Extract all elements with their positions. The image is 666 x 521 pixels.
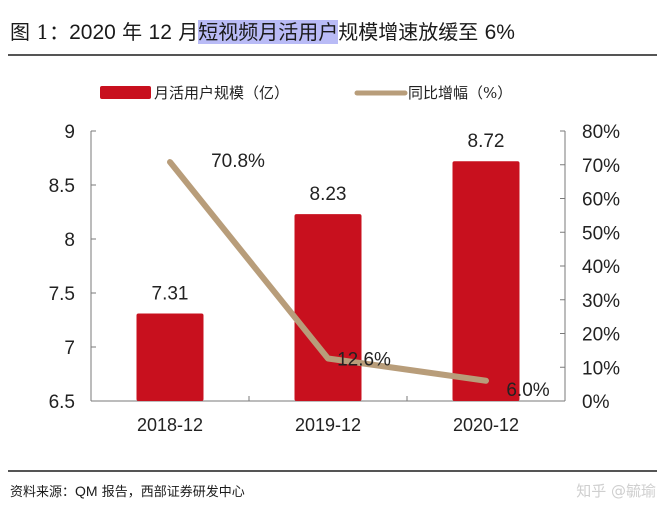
left-axis-tick-label: 7.5 bbox=[49, 284, 75, 305]
bar-value-label: 8.23 bbox=[310, 184, 347, 205]
title-rest: 规模增速放缓至 bbox=[338, 20, 485, 44]
left-axis-tick-label: 9 bbox=[64, 122, 75, 143]
right-axis-tick-label: 0% bbox=[582, 392, 610, 413]
source-note: 资料来源：QM 报告，西部证券研发中心 bbox=[10, 481, 245, 503]
source-latin: QM bbox=[75, 483, 98, 499]
title-nian: 年 bbox=[115, 20, 149, 44]
watermark: 知乎 @毓瑜 bbox=[576, 482, 656, 500]
bar-value-label: 8.72 bbox=[468, 131, 505, 152]
left-axis-tick-label: 8.5 bbox=[49, 176, 75, 197]
line-value-label: 12.6% bbox=[337, 349, 391, 370]
right-axis-tick-label: 60% bbox=[582, 190, 620, 211]
footer-divider bbox=[8, 470, 657, 472]
title-pct: 6% bbox=[484, 21, 515, 44]
title-month: 12 bbox=[148, 21, 172, 44]
left-axis-tick-label: 8 bbox=[64, 230, 75, 251]
source-rest: 报告，西部证券研发中心 bbox=[97, 485, 245, 500]
line-value-label: 6.0% bbox=[506, 380, 549, 401]
title-yue: 月 bbox=[171, 20, 199, 44]
title-year: 2020 bbox=[69, 21, 116, 44]
title-divider bbox=[8, 54, 657, 56]
right-axis-tick-label: 50% bbox=[582, 223, 620, 244]
x-axis-tick-label: 2020-12 bbox=[453, 415, 519, 435]
data-labels: 7.31 8.23 8.72 70.8% 12.6% 6.0% bbox=[152, 131, 550, 401]
legend-line-label: 同比增幅（%） bbox=[408, 84, 512, 102]
figure-title: 图 1：2020 年 12 月短视频月活用户规模增速放缓至 6% bbox=[10, 16, 515, 48]
left-axis-tick-label: 6.5 bbox=[49, 392, 75, 413]
legend-bar-swatch bbox=[100, 86, 151, 99]
left-axis-tick-label: 7 bbox=[64, 338, 75, 359]
right-axis-tick-label: 80% bbox=[582, 122, 620, 143]
legend: 月活用户规模（亿） 同比增幅（%） bbox=[100, 84, 512, 102]
bar-value-label: 7.31 bbox=[152, 284, 189, 305]
bar bbox=[452, 161, 520, 401]
title-highlighted-text[interactable]: 短视频月活用户 bbox=[198, 20, 339, 44]
line-series bbox=[167, 159, 489, 384]
title-prefix: 图 1： bbox=[10, 20, 70, 44]
right-axis-tick-label: 40% bbox=[582, 257, 620, 278]
right-axis-tick-label: 10% bbox=[582, 358, 620, 379]
right-axis-tick-label: 70% bbox=[582, 156, 620, 177]
x-axis-tick-label: 2018-12 bbox=[137, 415, 203, 435]
legend-bar-label: 月活用户规模（亿） bbox=[154, 84, 289, 102]
bars bbox=[136, 161, 520, 401]
line-value-label: 70.8% bbox=[211, 151, 265, 172]
x-axis-tick-label: 2019-12 bbox=[295, 415, 361, 435]
bar bbox=[136, 313, 204, 401]
bar bbox=[294, 214, 362, 401]
right-axis-tick-label: 30% bbox=[582, 291, 620, 312]
source-prefix: 资料来源： bbox=[10, 485, 76, 500]
right-axis-tick-label: 20% bbox=[582, 325, 620, 346]
